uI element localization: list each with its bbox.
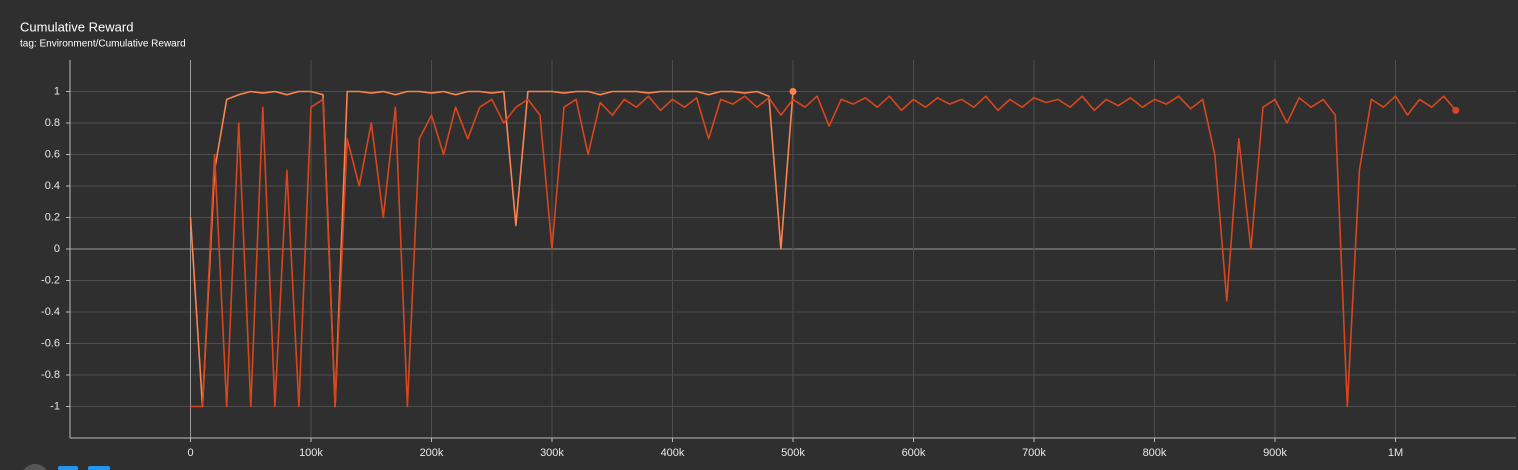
y-tick-label: 1 (54, 85, 60, 97)
toolbar-icon[interactable] (58, 466, 78, 470)
x-tick-label: 800k (1143, 447, 1167, 459)
chart-title: Cumulative Reward (20, 19, 133, 34)
x-tick-label: 300k (540, 447, 564, 459)
plot-lines (189, 88, 1460, 408)
y-tick-label: 0.8 (45, 117, 60, 129)
toolbar-icon[interactable] (21, 464, 49, 470)
y-tick-label: -0.6 (41, 337, 60, 349)
series-end-dot (1452, 106, 1460, 114)
series-end-dot (789, 88, 797, 95)
chart-subtitle: tag: Environment/Cumulative Reward (20, 39, 186, 50)
x-tick-label: 100k (299, 447, 323, 459)
x-tick-label: 700k (1022, 447, 1046, 459)
y-tick-label: -0.2 (41, 274, 60, 286)
x-tick-label: 200k (420, 447, 444, 459)
y-tick-label: -1 (50, 400, 60, 412)
y-tick-label: 0.2 (45, 211, 60, 223)
y-tick-label: 0.4 (45, 180, 60, 192)
toolbar-icon[interactable] (88, 466, 110, 470)
x-tick-label: 600k (902, 447, 926, 459)
y-tick-label: 0.6 (45, 148, 60, 160)
series-line (190, 95, 1457, 408)
y-tick-label: -0.4 (41, 306, 60, 318)
x-tick-label: 500k (781, 447, 805, 459)
series-line (189, 90, 794, 408)
y-tick-label: -0.8 (41, 369, 60, 381)
x-tick-label: 400k (661, 447, 685, 459)
x-tick-label: 0 (187, 447, 193, 459)
x-tick-label: 900k (1263, 447, 1287, 459)
x-tick-label: 1M (1388, 447, 1403, 459)
y-tick-label: 0 (54, 243, 60, 255)
